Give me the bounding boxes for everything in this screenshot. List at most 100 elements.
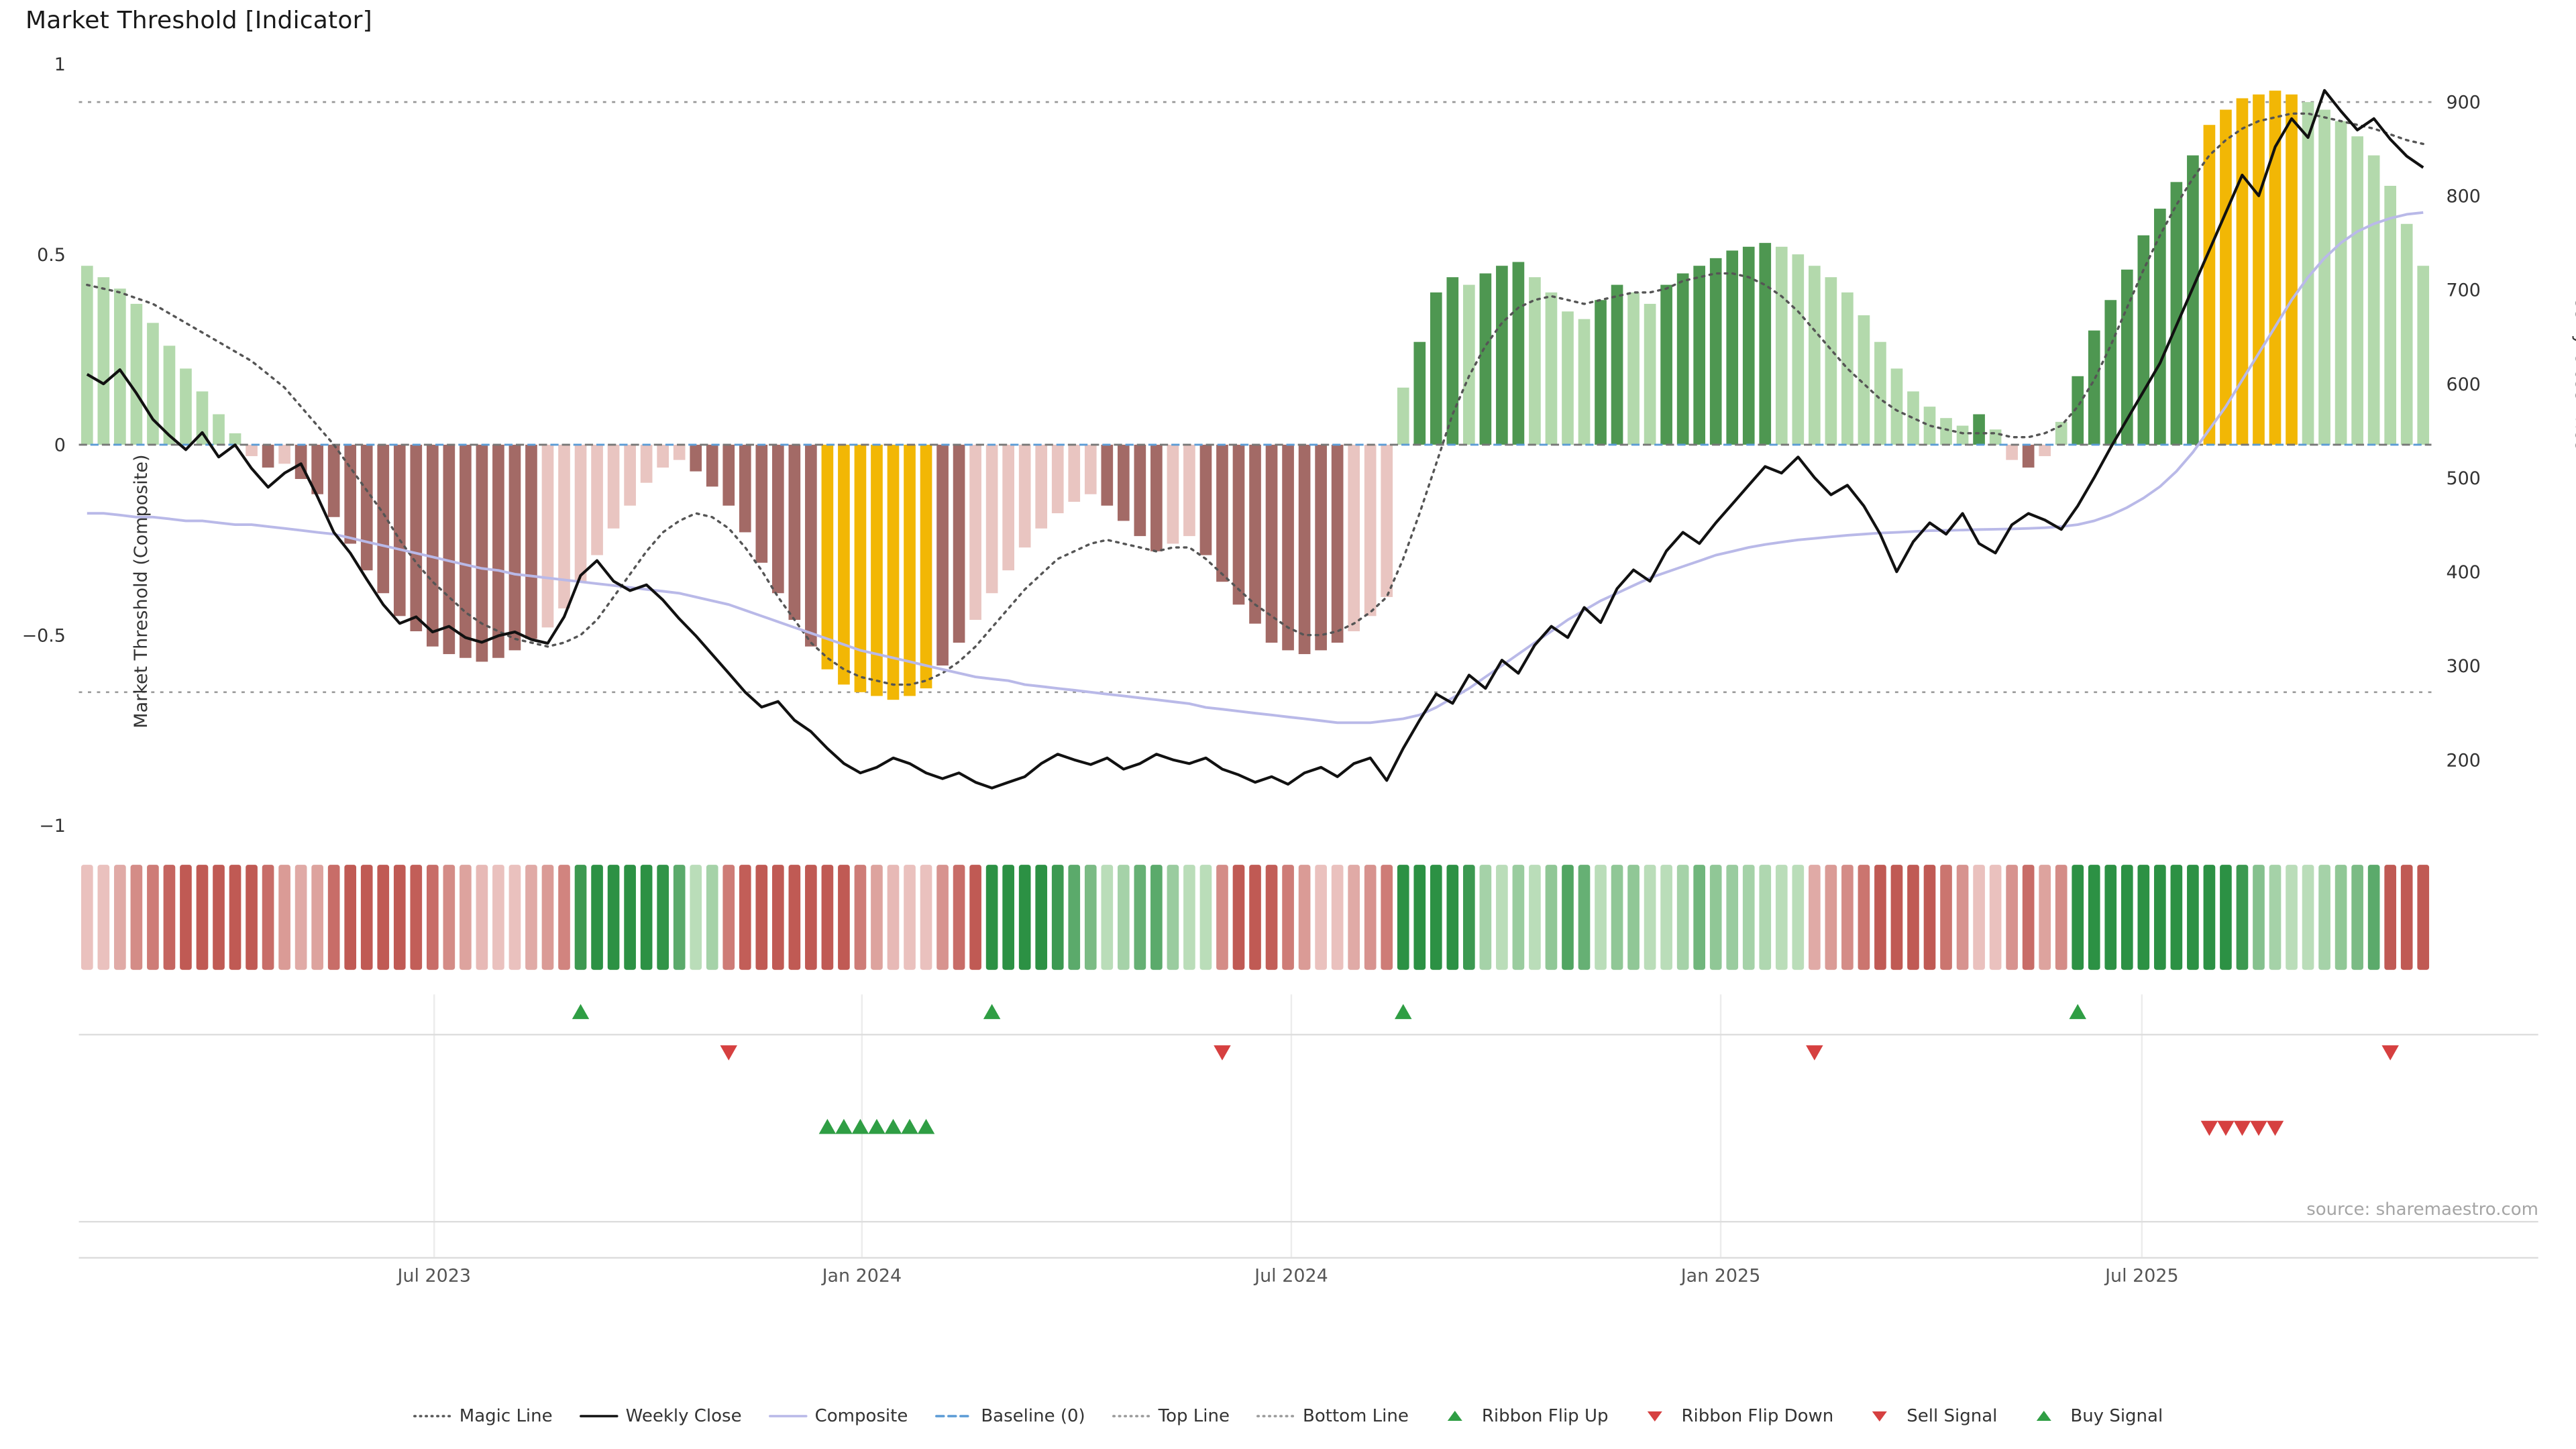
x-axis-tick-label: Jan 2024: [821, 1266, 902, 1287]
ribbon-cell: [904, 865, 916, 970]
threshold-bar: [2334, 121, 2347, 445]
threshold-bar: [953, 444, 965, 643]
threshold-bar: [426, 444, 439, 647]
threshold-bar: [1529, 277, 1541, 445]
buy-signal-marker: [884, 1118, 902, 1134]
ribbon-cell: [574, 865, 587, 970]
threshold-bar: [607, 444, 620, 529]
ribbon-cell: [936, 865, 949, 970]
triangle-up-swatch-icon: [2036, 1411, 2051, 1421]
ribbon-cell: [805, 865, 817, 970]
threshold-bar: [1809, 266, 1821, 445]
ribbon-cell: [821, 865, 834, 970]
threshold-bar: [673, 444, 686, 460]
threshold-bar: [985, 444, 998, 594]
ribbon-cell: [1809, 865, 1821, 970]
threshold-bar: [525, 444, 537, 639]
legend: Magic Line Weekly Close Composite Baseline …: [413, 1406, 2163, 1426]
buy-signal-marker: [835, 1118, 853, 1134]
ribbon-cell: [393, 865, 406, 970]
ribbon-cell: [1348, 865, 1360, 970]
threshold-bar: [2400, 223, 2413, 445]
legend-item-bottom-line: Bottom Line: [1256, 1406, 1409, 1426]
threshold-bar: [1956, 425, 1969, 445]
ribbon-cell: [344, 865, 357, 970]
ribbon-cell: [1578, 865, 1591, 970]
threshold-bar: [690, 444, 702, 472]
threshold-bar: [706, 444, 718, 487]
ribbon-cell: [1381, 865, 1393, 970]
ribbon-cell: [1084, 865, 1097, 970]
threshold-bar: [1364, 444, 1377, 616]
threshold-bar: [196, 391, 209, 445]
threshold-bar: [476, 444, 488, 662]
ribbon-cell: [1545, 865, 1558, 970]
threshold-bar: [410, 444, 423, 632]
ribbon-cell: [163, 865, 176, 970]
threshold-bar: [130, 303, 143, 445]
threshold-bar: [1644, 303, 1656, 445]
threshold-bar: [1199, 444, 1212, 555]
threshold-bar: [1545, 292, 1558, 445]
threshold-bar: [1134, 444, 1146, 537]
threshold-bar: [1101, 444, 1114, 506]
weekly-close-line: [86, 89, 2424, 790]
buy-signal-marker: [818, 1118, 837, 1134]
threshold-bar: [722, 444, 735, 506]
ribbon-cell: [460, 865, 472, 970]
threshold-bar: [460, 444, 472, 658]
threshold-bar: [2417, 266, 2430, 445]
ribbon-cell: [2302, 865, 2314, 970]
threshold-bar: [1825, 277, 1837, 445]
threshold-bar: [2236, 98, 2249, 445]
threshold-bar: [2220, 109, 2232, 445]
x-axis-tick-label: Jul 2025: [2104, 1266, 2179, 1287]
ribbon-cell: [1529, 865, 1541, 970]
threshold-bar: [2302, 102, 2314, 445]
threshold-bar: [2253, 94, 2265, 445]
dashed-swatch-icon: [934, 1415, 974, 1417]
sell-signal-marker: [2266, 1120, 2284, 1136]
threshold-bar: [1117, 444, 1130, 521]
ribbon-cell: [2269, 865, 2282, 970]
price-axis-tick-label: 400: [2447, 562, 2481, 583]
threshold-bar: [624, 444, 636, 506]
threshold-bar: [1611, 284, 1623, 445]
threshold-bar: [1084, 444, 1097, 494]
ribbon-cell: [114, 865, 126, 970]
threshold-bar: [360, 444, 373, 571]
threshold-bar: [2367, 155, 2380, 445]
threshold-bar: [788, 444, 801, 620]
ribbon-cell: [360, 865, 373, 970]
ribbon-cell: [2104, 865, 2117, 970]
ribbon-cell: [2384, 865, 2397, 970]
threshold-bar: [1973, 414, 1985, 445]
threshold-bar: [1874, 341, 1886, 445]
ribbon-cell: [1742, 865, 1755, 970]
ribbon-cell: [1726, 865, 1739, 970]
threshold-bar: [1660, 284, 1672, 445]
ribbon-cell: [1446, 865, 1459, 970]
ribbon-cell: [690, 865, 702, 970]
ribbon-cell: [1858, 865, 1870, 970]
legend-item-ribbon-flip-down: Ribbon Flip Down: [1635, 1406, 1833, 1426]
legend-label: Baseline (0): [981, 1406, 1085, 1426]
ribbon-cell: [2022, 865, 2035, 970]
ribbon-flip-down-marker: [2381, 1045, 2399, 1061]
ribbon-cell: [196, 865, 209, 970]
threshold-bar: [1709, 258, 1722, 445]
threshold-bar: [2022, 444, 2035, 468]
threshold-bar: [327, 444, 340, 517]
ribbon-cell: [1035, 865, 1048, 970]
threshold-bar: [821, 444, 834, 669]
legend-item-ribbon-flip-up: Ribbon Flip Up: [1436, 1406, 1608, 1426]
ribbon-cell: [739, 865, 751, 970]
ribbon-cell: [1298, 865, 1311, 970]
chart-title: Market Threshold [Indicator]: [25, 7, 372, 34]
ribbon-cell: [2334, 865, 2347, 970]
threshold-bar: [1512, 262, 1525, 445]
threshold-bar: [904, 444, 916, 696]
ribbon-cell: [1364, 865, 1377, 970]
ribbon-cell: [229, 865, 241, 970]
threshold-bar: [1051, 444, 1064, 514]
